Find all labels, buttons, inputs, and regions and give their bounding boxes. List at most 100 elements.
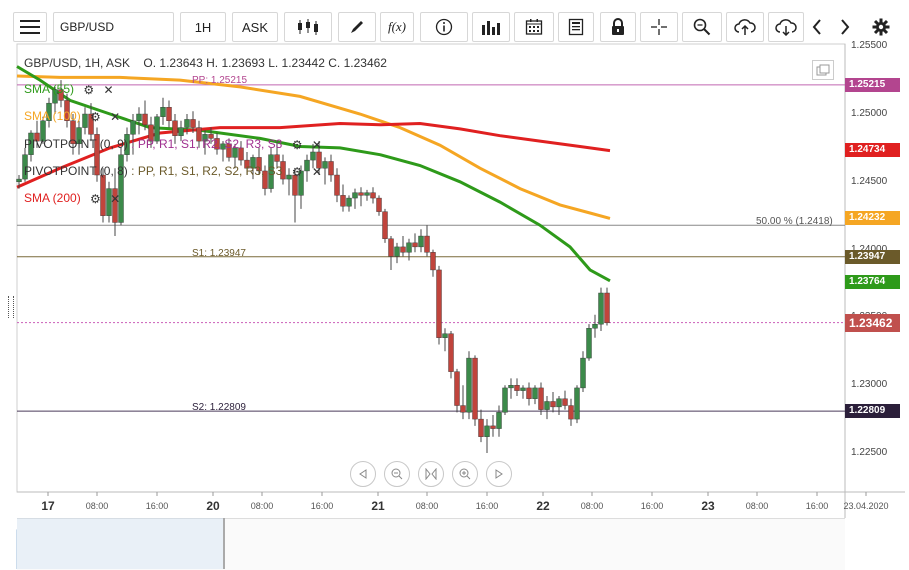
zoom-out-button[interactable] [384, 461, 410, 487]
zoom-in-button[interactable] [452, 461, 478, 487]
candle-body [100, 174, 106, 216]
scroll-right-button[interactable] [834, 12, 856, 42]
sma55-line [16, 65, 611, 283]
reset-view-button[interactable] [418, 461, 444, 487]
candle-body [190, 119, 196, 128]
candle-body [94, 134, 100, 176]
candle-body [256, 157, 262, 172]
candle-body [562, 398, 568, 406]
snapshot-button[interactable] [812, 60, 834, 80]
gear-icon[interactable]: ⚙ [83, 82, 95, 97]
y-tick-label: 1.25500 [851, 40, 888, 52]
candle-body [166, 107, 172, 121]
volume-button[interactable] [472, 12, 510, 42]
drawing-tools-button[interactable] [338, 12, 376, 42]
candle-body [430, 252, 436, 271]
candle-body [112, 188, 118, 223]
indicator-pivot-1[interactable]: PIVOTPOINT (0, 9) : PP, R1, S1, R2, S2, … [24, 137, 322, 152]
candle-body [232, 147, 238, 158]
pan-left-button[interactable] [350, 461, 376, 487]
upload-button[interactable] [726, 12, 764, 42]
overview-navigator[interactable] [17, 518, 845, 570]
candle-body [178, 127, 184, 136]
candle-body [250, 157, 256, 169]
candle-body [130, 120, 136, 135]
indicator-label: SMA (200) [24, 191, 81, 205]
gear-icon [872, 18, 890, 36]
candle-body [310, 151, 316, 161]
cloud-download-icon [775, 19, 797, 36]
template-button[interactable] [558, 12, 594, 42]
side-resize-handle[interactable] [8, 296, 14, 318]
candle-body [520, 387, 526, 391]
triangle-right-icon [495, 469, 503, 479]
crosshair-button[interactable] [640, 12, 678, 42]
price-tag: 1.23462 [845, 313, 900, 332]
candle-body [214, 138, 220, 150]
price-side-button[interactable]: ASK [232, 12, 278, 42]
chart-type-button[interactable] [284, 12, 332, 42]
fib-level-label: 50.00 % (1.2418) [756, 216, 833, 227]
info-button[interactable] [420, 12, 468, 42]
gear-icon[interactable]: ⚙ [90, 109, 101, 124]
zoom-button[interactable] [682, 12, 722, 42]
candle-body [298, 170, 304, 196]
menu-button[interactable] [13, 12, 47, 42]
x-time-label: 08:00 [250, 501, 274, 511]
indicator-sma55[interactable]: SMA (55) ⚙ ✕ [24, 82, 114, 97]
candle-body [142, 113, 148, 126]
navigator-selection[interactable] [17, 518, 225, 569]
indicators-button[interactable]: f(x) [380, 12, 414, 42]
candle-body [280, 161, 286, 180]
timeframe-button[interactable]: 1H [180, 12, 226, 42]
close-icon[interactable]: ✕ [311, 164, 322, 179]
candle-body [106, 188, 112, 216]
candle-body [40, 120, 46, 142]
price-tag: 1.24734 [845, 143, 900, 158]
candle-body [88, 113, 94, 135]
indicator-pivot-2[interactable]: PIVOTPOINT (0, 8) : PP, R1, S1, R2, S2, … [24, 164, 322, 179]
gear-icon[interactable]: ⚙ [291, 137, 303, 152]
crosshair-icon [651, 19, 667, 35]
candle-body [118, 154, 124, 223]
candle-body [292, 174, 298, 196]
price-tag: 1.23764 [845, 274, 900, 289]
candle-body [400, 246, 406, 253]
info-icon [435, 18, 453, 36]
candle-body [262, 170, 268, 189]
calendar-button[interactable] [514, 12, 554, 42]
x-time-label: 08:00 [580, 501, 604, 511]
candle-body [364, 192, 370, 196]
pp-level-label: PP: 1.25215 [192, 75, 248, 86]
candle-body [460, 405, 466, 413]
sma100-line [16, 74, 611, 220]
ohlc-close: C. 1.23462 [328, 56, 387, 70]
candle-body [274, 154, 280, 162]
indicator-sma200[interactable]: SMA (200) ⚙ ✕ [24, 191, 120, 206]
candle-body [484, 425, 490, 437]
scroll-left-button[interactable] [806, 12, 828, 42]
pan-right-button[interactable] [486, 461, 512, 487]
lock-button[interactable] [600, 12, 636, 42]
gear-icon[interactable]: ⚙ [90, 191, 101, 206]
candle-body [454, 371, 460, 406]
candle-body [22, 154, 28, 180]
close-icon[interactable]: ✕ [103, 82, 114, 97]
symbol-input[interactable]: GBP/USD [53, 12, 174, 42]
close-icon[interactable]: ✕ [311, 137, 322, 152]
candle-body [418, 235, 424, 248]
symbol-value: GBP/USD [60, 20, 115, 34]
candle-body [556, 398, 562, 408]
settings-button[interactable] [866, 12, 896, 42]
price-tag: 1.24232 [845, 211, 900, 226]
indicator-sma100[interactable]: SMA (100) ⚙ ✕ [24, 109, 120, 124]
candle-body [76, 127, 82, 145]
download-button[interactable] [768, 12, 804, 42]
close-icon[interactable]: ✕ [110, 109, 121, 124]
candle-body [568, 405, 574, 420]
gear-icon[interactable]: ⚙ [291, 164, 303, 179]
copy-icon [816, 64, 830, 76]
candle-body [328, 161, 334, 176]
close-icon[interactable]: ✕ [110, 191, 121, 206]
